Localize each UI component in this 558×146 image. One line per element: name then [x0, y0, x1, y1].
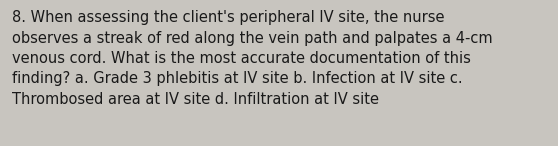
- Text: 8. When assessing the client's peripheral IV site, the nurse
observes a streak o: 8. When assessing the client's periphera…: [12, 10, 493, 107]
